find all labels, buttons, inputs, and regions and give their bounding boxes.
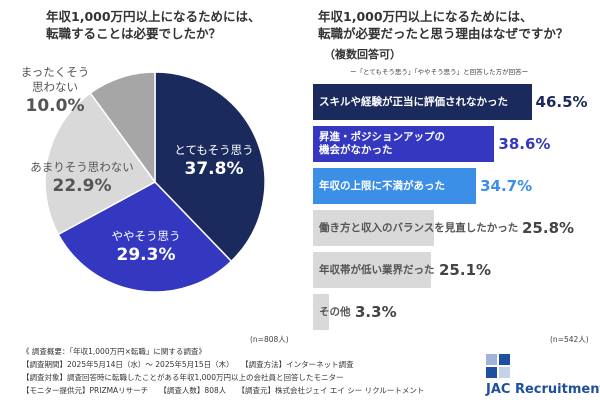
bar-value-label: 25.8% [522, 219, 575, 237]
bar-label: 年収帯が低い業界だった [319, 263, 435, 276]
pie-category: まったくそう 思わない [20, 65, 90, 94]
bar-value-label: 25.1% [439, 261, 492, 279]
pie-slice [44, 91, 157, 236]
pie-slice [57, 181, 233, 293]
pie-category: あまりそう思わない [30, 160, 134, 174]
bar-label: 年収の上限に不満があった [319, 179, 445, 192]
logo-text: JAC Recruitment [486, 382, 600, 397]
pie-category: とてもそう思う [174, 143, 254, 157]
bar-value-label: 46.5% [535, 93, 588, 111]
bar [313, 252, 431, 288]
survey-note: 《 調査概要：「年収1,000万円×転職」に関する調査》 [22, 347, 206, 356]
pie-note: (n=808人) [250, 335, 289, 344]
bar [313, 294, 329, 330]
bar [313, 84, 532, 120]
pie-slice [154, 71, 266, 263]
pie-slice [89, 71, 156, 185]
bar-value-label: 34.7% [480, 177, 533, 195]
bar-title: 年収1,000万円以上になるためには、 転職が必要だったと思う理由はなぜですか？ [318, 9, 569, 41]
bar [313, 168, 477, 204]
pie-value-label: 10.0% [25, 96, 85, 116]
pie-value-label: 29.3% [116, 245, 176, 265]
bar [313, 210, 435, 246]
bar-label: 昇進・ポジションアップの 機会がなかった [319, 131, 445, 156]
logo-icon [486, 354, 510, 378]
bar-value-label: 38.6% [498, 135, 551, 153]
pie-title: 年収1,000万円以上になるためには、 転職することは必要でしたか？ [46, 9, 261, 41]
pie-value-label: 22.9% [52, 176, 112, 196]
survey-note: 【調査対象】調査回答時に転職したことがある年収1,000万円以上の会社員と回答し… [22, 373, 344, 382]
survey-note: 【調査期間】2025年5月14日（水）～ 2025年5月15日（木） 【調査方法… [22, 360, 354, 369]
pie-value-label: 37.8% [184, 159, 244, 179]
bar-subtitle: （複数回答可） [324, 48, 401, 61]
survey-note: 【モニター提供元】PRIZMAリサーチ 【調査人数】808人 【調査元】株式会社… [22, 386, 425, 395]
bar-label: その他 [319, 305, 351, 318]
pie-category: ややそう思う [111, 229, 181, 243]
bar-note: (n=542人) [550, 335, 589, 344]
bar-label: 働き方と収入のバランスを見直したかった [319, 221, 519, 234]
bar-annotation: ー「とてもそう思う」「ややそう思う」と回答した方が回答ー [350, 68, 529, 76]
bar-value-label: 3.3% [355, 303, 397, 321]
bar-label: スキルや経験が正当に評価されなかった [319, 95, 508, 108]
bar [313, 126, 495, 162]
